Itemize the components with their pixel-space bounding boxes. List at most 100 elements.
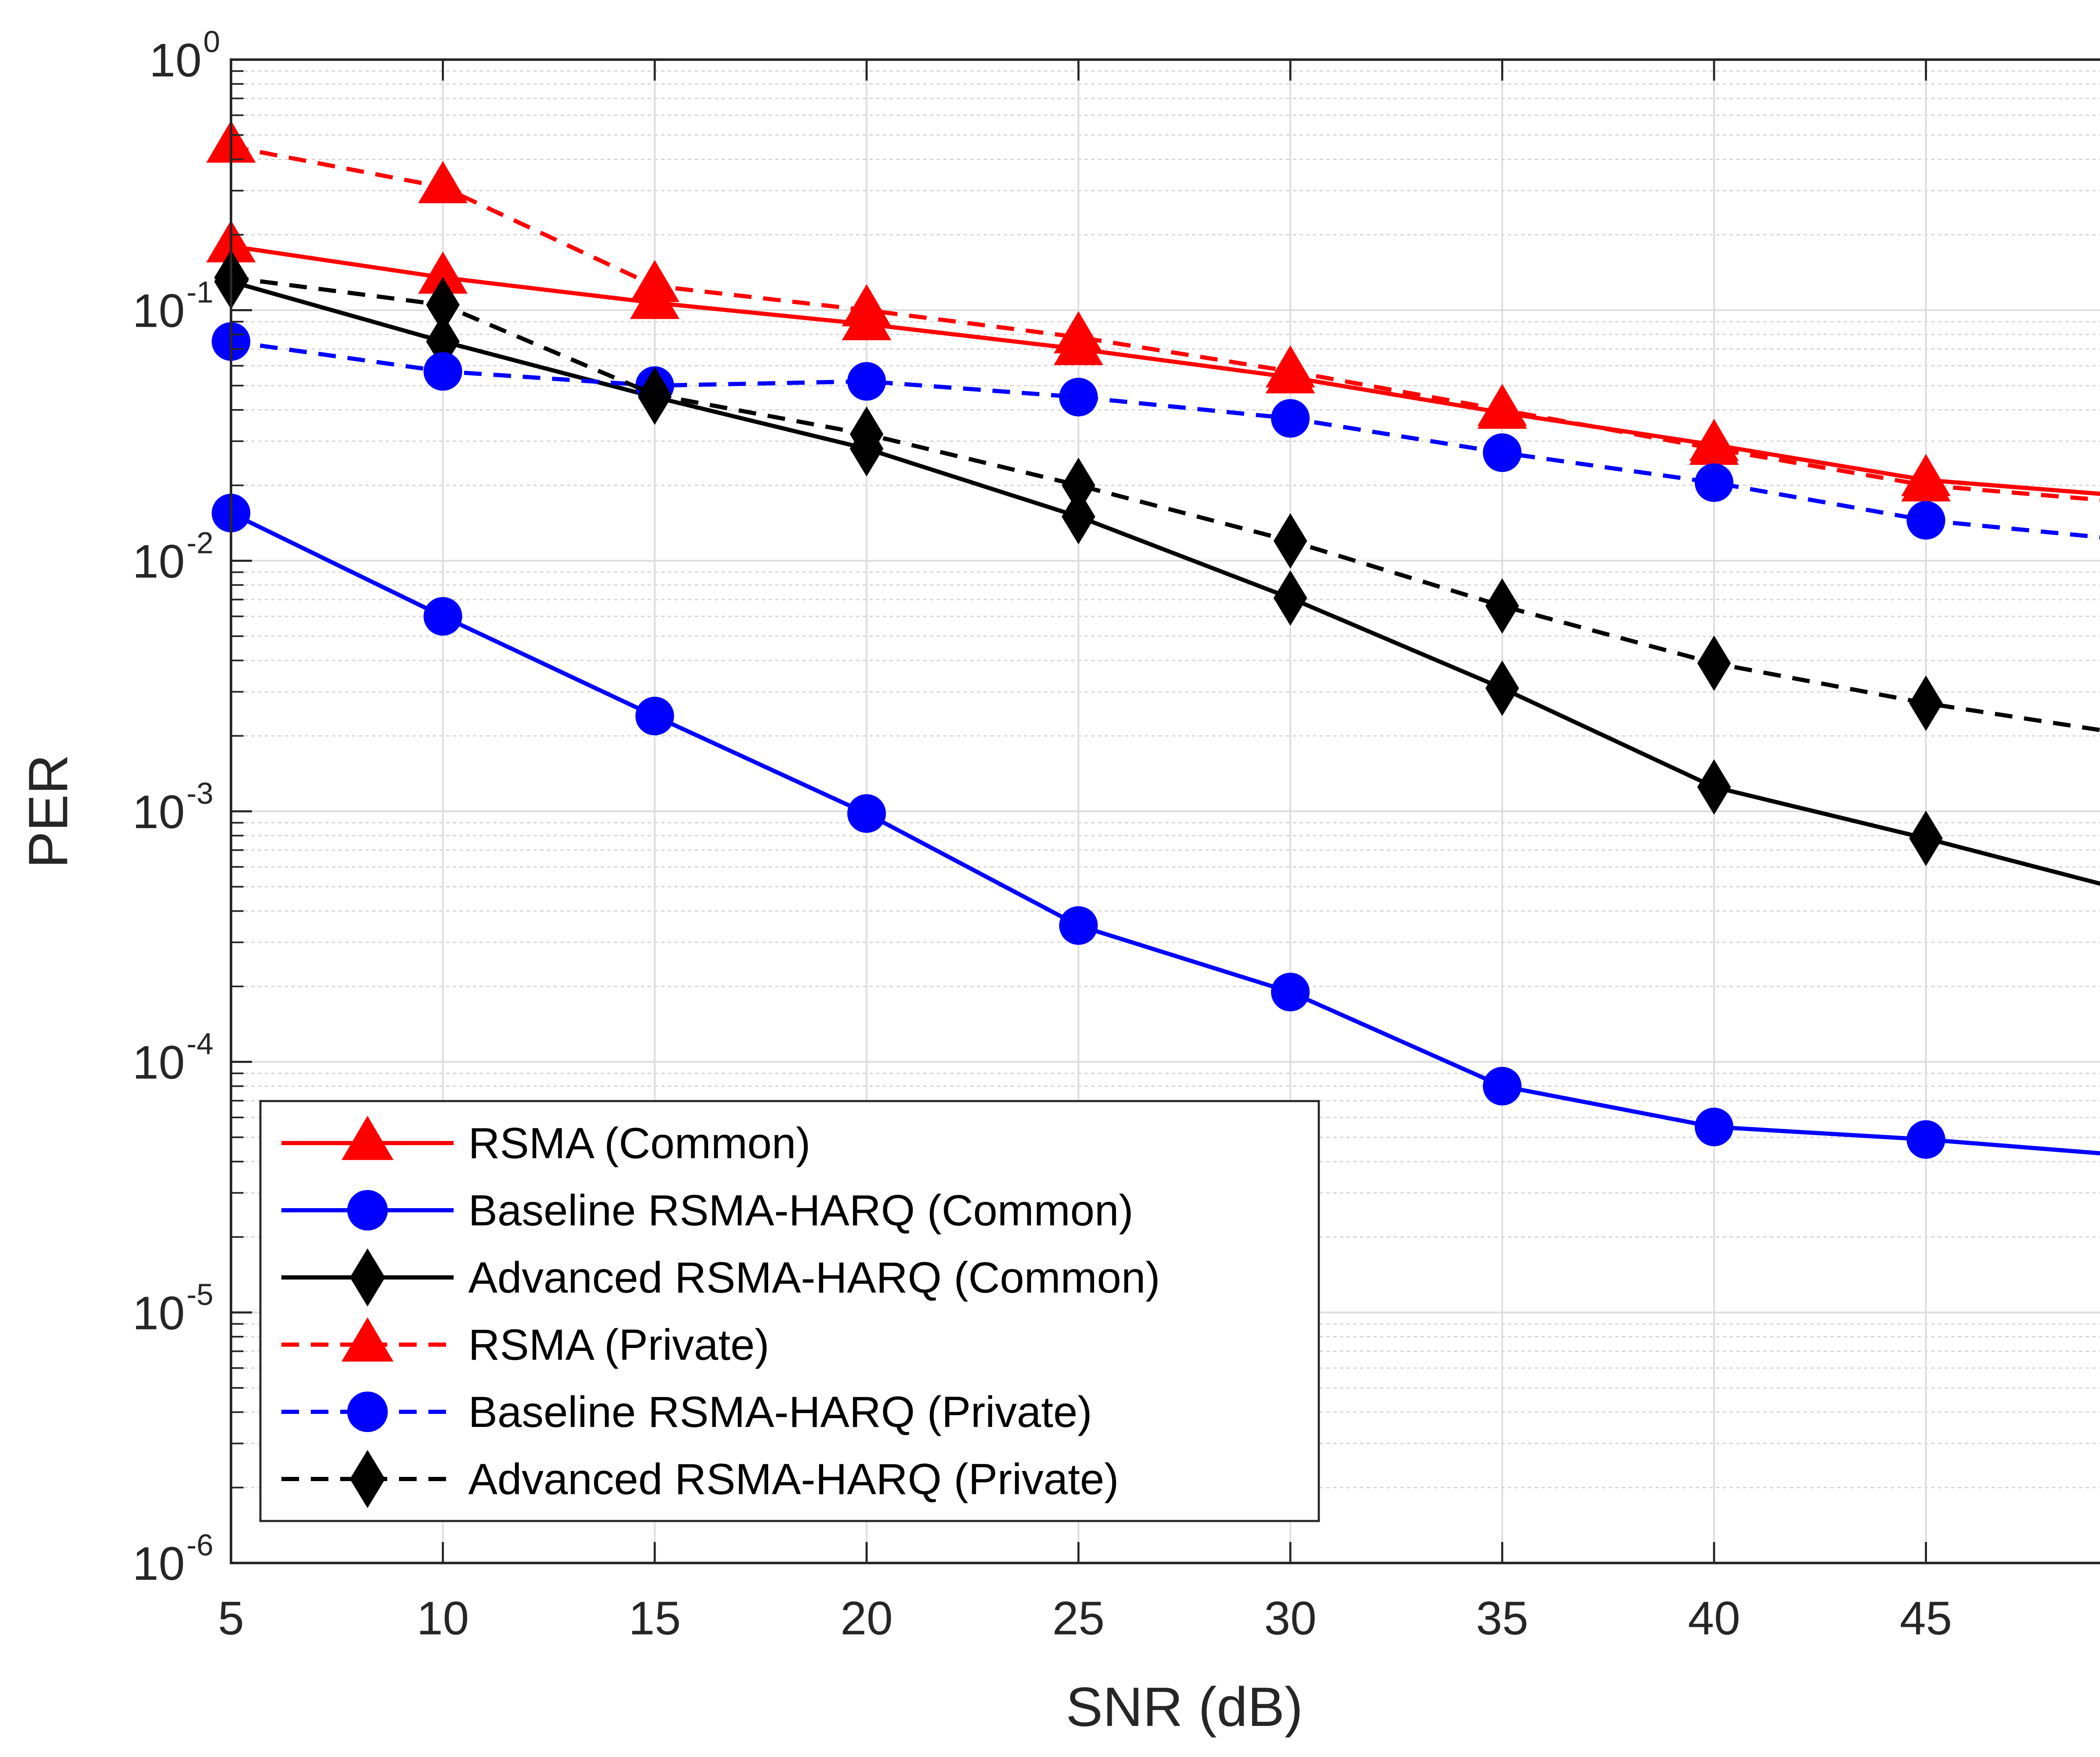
legend-item: Baseline RSMA-HARQ (Common) xyxy=(281,1186,1133,1235)
diamond-marker xyxy=(638,367,672,422)
x-tick-label: 35 xyxy=(1476,1592,1528,1644)
diamond-marker xyxy=(1909,810,1943,866)
tick-marks xyxy=(230,58,1927,1564)
circle-marker xyxy=(1695,1107,1734,1146)
triangle-marker xyxy=(1477,384,1527,426)
diamond-marker xyxy=(1697,635,1731,691)
legend-label: RSMA (Private) xyxy=(468,1321,769,1369)
y-tick-label: 10 -2 xyxy=(132,526,213,587)
y-tick-base: 10 xyxy=(132,1287,185,1339)
y-tick-label: 10 -5 xyxy=(132,1278,213,1339)
diamond-marker xyxy=(1061,489,1095,545)
diamond-marker xyxy=(1273,570,1307,626)
triangle-marker xyxy=(418,251,468,294)
triangle-marker xyxy=(1901,459,1951,502)
triangle-marker xyxy=(1053,311,1103,354)
y-tick-exponent: -3 xyxy=(186,777,213,810)
x-tick-labels: 5101520253035404550 xyxy=(218,1592,1952,1644)
triangle-marker xyxy=(842,284,892,327)
triangle-marker xyxy=(1265,345,1315,388)
legend-label: Baseline RSMA-HARQ (Common) xyxy=(468,1186,1133,1235)
circle-marker xyxy=(847,794,886,833)
series-layer xyxy=(206,120,2100,1159)
y-axis-label: PER xyxy=(17,754,79,868)
x-tick-label: 45 xyxy=(1900,1592,1952,1644)
triangle-marker xyxy=(630,260,680,302)
x-tick-label: 30 xyxy=(1264,1592,1317,1644)
circle-marker xyxy=(1906,501,1945,540)
diamond-marker xyxy=(1061,457,1095,513)
x-tick-label: 10 xyxy=(417,1592,469,1644)
legend-label: RSMA (Common) xyxy=(468,1119,811,1168)
circle-marker xyxy=(635,697,674,736)
legend-box xyxy=(259,1100,1320,1522)
circle-marker xyxy=(347,1190,388,1231)
y-tick-label: 10 -6 xyxy=(132,1529,213,1590)
y-tick-label: 10 -1 xyxy=(132,276,213,337)
triangle-marker xyxy=(341,1115,394,1160)
circle-marker xyxy=(1483,433,1522,472)
circle-marker xyxy=(1271,973,1310,1012)
x-tick-label: 5 xyxy=(218,1592,244,1644)
y-tick-label: 10 -3 xyxy=(132,777,213,838)
series-line xyxy=(231,144,2100,502)
y-tick-base: 10 xyxy=(149,34,202,87)
y-tick-base: 10 xyxy=(132,786,185,838)
diamond-marker xyxy=(350,1450,385,1508)
y-tick-label: 10 -4 xyxy=(132,1028,213,1089)
series-line xyxy=(230,511,2100,1156)
series-4 xyxy=(206,120,2100,502)
diamond-marker xyxy=(1273,513,1307,569)
circle-marker xyxy=(847,362,886,401)
diamond-marker xyxy=(850,406,884,462)
series-line xyxy=(230,279,2100,886)
circle-marker xyxy=(423,352,462,391)
series-6 xyxy=(214,249,2100,732)
legend-label: Advanced RSMA-HARQ (Private) xyxy=(468,1455,1119,1504)
y-tick-exponent: -6 xyxy=(186,1529,213,1562)
diamond-marker xyxy=(350,1248,385,1307)
diamond-marker xyxy=(1485,660,1519,716)
legend-item: RSMA (Common) xyxy=(281,1115,811,1168)
x-tick-label: 15 xyxy=(629,1592,681,1644)
diamond-marker xyxy=(1697,759,1731,815)
legend-label: Advanced RSMA-HARQ (Common) xyxy=(468,1254,1160,1302)
circle-marker xyxy=(347,1391,388,1432)
y-tick-base: 10 xyxy=(132,1036,185,1089)
y-tick-exponent: -1 xyxy=(186,276,213,309)
y-tick-exponent: -5 xyxy=(186,1278,213,1311)
legend-label: Baseline RSMA-HARQ (Private) xyxy=(468,1388,1092,1437)
series-2 xyxy=(212,493,2100,1159)
legend: RSMA (Common) Baseline RSMA-HARQ (Common)… xyxy=(259,1100,1320,1522)
x-tick-label: 40 xyxy=(1688,1592,1740,1644)
y-tick-exponent: -4 xyxy=(186,1028,213,1061)
x-tick-label: 20 xyxy=(840,1592,893,1644)
y-tick-exponent: -2 xyxy=(186,526,213,560)
triangle-marker xyxy=(418,161,468,203)
x-axis-label: SNR (dB) xyxy=(1066,1676,1303,1738)
series-line xyxy=(231,339,2100,540)
series-line xyxy=(231,275,2100,732)
triangle-marker xyxy=(1689,422,1739,465)
legend-item: Advanced RSMA-HARQ (Private) xyxy=(281,1450,1119,1508)
triangle-marker xyxy=(341,1317,394,1362)
y-tick-base: 10 xyxy=(132,285,185,337)
legend-item: RSMA (Private) xyxy=(281,1317,769,1369)
circle-marker xyxy=(1695,463,1734,502)
y-tick-exponent: 0 xyxy=(203,25,220,59)
circle-marker xyxy=(423,597,462,636)
diamond-marker xyxy=(1485,578,1519,634)
circle-marker xyxy=(1483,1067,1522,1106)
circle-marker xyxy=(1906,1120,1945,1159)
legend-item: Baseline RSMA-HARQ (Private) xyxy=(281,1388,1092,1437)
legend-item: Advanced RSMA-HARQ (Common) xyxy=(281,1248,1160,1307)
y-tick-label: 10 0 xyxy=(149,25,220,87)
circle-marker xyxy=(1271,399,1310,438)
circle-marker xyxy=(1059,378,1098,417)
y-tick-base: 10 xyxy=(132,1537,185,1590)
series-line xyxy=(231,244,2100,496)
x-tick-label: 25 xyxy=(1052,1592,1105,1644)
diamond-marker xyxy=(426,277,460,333)
